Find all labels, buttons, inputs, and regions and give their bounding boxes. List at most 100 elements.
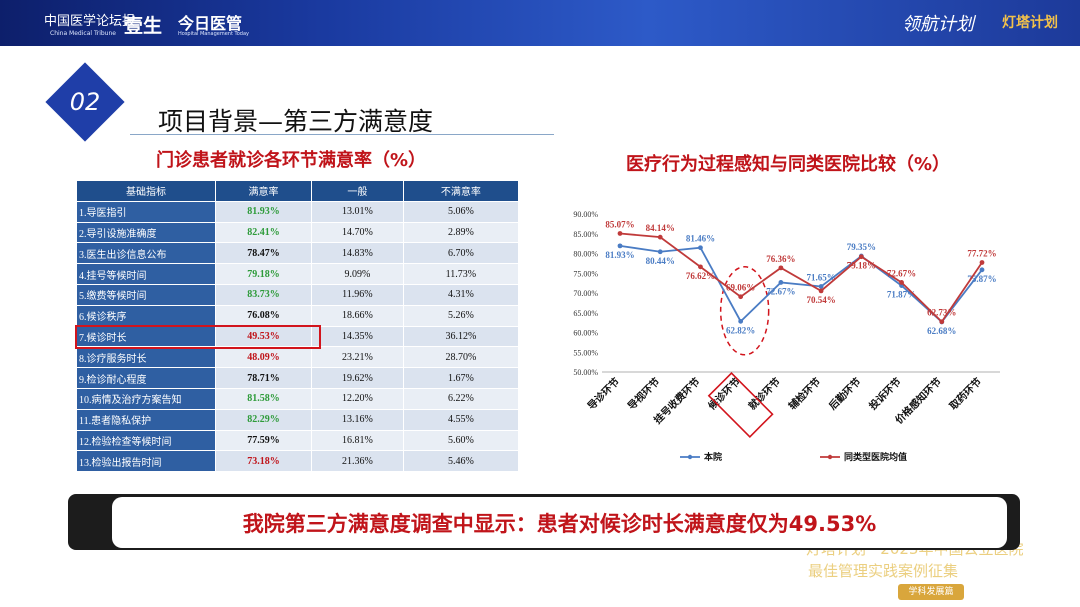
brand-hmt-en-text: Hospital Management Today — [178, 31, 249, 37]
satisfaction-value: 78.47% — [216, 243, 312, 264]
data-point — [980, 260, 985, 265]
dengta-logo: 灯塔计划 — [1002, 12, 1058, 32]
table-header-row: 基础指标 满意率 一般 不满意率 — [77, 181, 519, 202]
highlight-box-wait-time — [75, 325, 321, 349]
table-row: 5.缴费等候时间 83.73% 11.96% 4.31% — [77, 284, 519, 305]
table-row: 2.导引设施准确度 82.41% 14.70% 2.89% — [77, 222, 519, 243]
table-row: 8.诊疗服务时长 48.09% 23.21% 28.70% — [77, 347, 519, 368]
average-value: 14.83% — [312, 243, 404, 264]
dissatisfaction-value: 2.89% — [403, 222, 518, 243]
data-point — [899, 280, 904, 285]
x-tick-label: 后勤环节 — [826, 375, 863, 412]
col-header: 不满意率 — [403, 181, 518, 202]
row-name: 5.缴费等候时间 — [77, 284, 216, 305]
data-label: 62.73% — [927, 308, 956, 318]
dissatisfaction-value: 5.26% — [403, 305, 518, 326]
table-row: 12.检验检查等候时间 77.59% 16.81% 5.60% — [77, 430, 519, 451]
brand-yisheng-logo: 壹生 — [124, 11, 162, 38]
data-point — [819, 288, 824, 293]
col-header: 一般 — [312, 181, 404, 202]
data-point — [778, 265, 783, 270]
highlight-box-wait-category — [709, 373, 773, 437]
average-value: 9.09% — [312, 264, 404, 285]
dissatisfaction-value: 6.70% — [403, 243, 518, 264]
header-bar: 中国医学论坛报 China Medical Tribune 壹生 今日医管 Ho… — [0, 0, 1080, 46]
dissatisfaction-value: 5.46% — [403, 451, 518, 472]
average-value: 14.70% — [312, 222, 404, 243]
table-row: 1.导医指引 81.93% 13.01% 5.06% — [77, 201, 519, 222]
table-row: 3.医生出诊信息公布 78.47% 14.83% 6.70% — [77, 243, 519, 264]
data-point — [819, 284, 824, 289]
dissatisfaction-value: 4.31% — [403, 284, 518, 305]
data-point — [698, 264, 703, 269]
legend-label: 同类型医院均值 — [844, 451, 907, 463]
data-point — [658, 235, 663, 240]
row-name: 11.患者隐私保护 — [77, 409, 216, 430]
watermark-badge: 学科发展篇 — [898, 584, 964, 600]
average-value: 13.01% — [312, 201, 404, 222]
data-label: 71.65% — [806, 272, 835, 282]
legend-label: 本院 — [704, 451, 722, 463]
y-tick-label: 70.00% — [573, 289, 598, 298]
data-point — [980, 267, 985, 272]
y-tick-label: 65.00% — [573, 309, 598, 318]
satisfaction-value: 76.08% — [216, 305, 312, 326]
satisfaction-value: 81.58% — [216, 388, 312, 409]
lingang-logo: 领航计划 — [902, 10, 974, 36]
dissatisfaction-value: 11.73% — [403, 264, 518, 285]
col-header: 基础指标 — [77, 181, 216, 202]
data-label: 85.07% — [605, 219, 634, 229]
dissatisfaction-value: 6.22% — [403, 388, 518, 409]
table-row: 13.检验出报告时间 73.18% 21.36% 5.46% — [77, 451, 519, 472]
data-label: 70.54% — [806, 295, 835, 305]
col-header: 满意率 — [216, 181, 312, 202]
y-tick-label: 85.00% — [573, 230, 598, 239]
dissatisfaction-value: 5.06% — [403, 201, 518, 222]
x-tick-label: 导诊环节 — [585, 375, 622, 412]
data-label: 69.06% — [726, 283, 755, 293]
legend-marker — [828, 455, 832, 459]
satisfaction-value: 83.73% — [216, 284, 312, 305]
dissatisfaction-value: 28.70% — [403, 347, 518, 368]
satisfaction-value: 48.09% — [216, 347, 312, 368]
table-row: 9.检诊耐心程度 78.71% 19.62% 1.67% — [77, 368, 519, 389]
row-name: 13.检验出报告时间 — [77, 451, 216, 472]
data-label: 62.82% — [726, 325, 755, 335]
satisfaction-value: 81.93% — [216, 201, 312, 222]
data-point — [658, 249, 663, 254]
average-value: 21.36% — [312, 451, 404, 472]
row-name: 9.检诊耐心程度 — [77, 368, 216, 389]
satisfaction-value: 78.71% — [216, 368, 312, 389]
brand-en-text: China Medical Tribune — [50, 30, 116, 37]
data-label: 72.67% — [766, 286, 795, 296]
average-value: 14.35% — [312, 326, 404, 347]
row-name: 1.导医指引 — [77, 201, 216, 222]
comparison-line-chart: 50.00%55.00%60.00%65.00%70.00%75.00%80.0… — [560, 190, 1040, 470]
data-point — [738, 319, 743, 324]
average-value: 11.96% — [312, 284, 404, 305]
data-label: 81.93% — [605, 250, 634, 260]
average-value: 16.81% — [312, 430, 404, 451]
dissatisfaction-value: 1.67% — [403, 368, 518, 389]
banner-text: 我院第三方满意度调查中显示：患者对候诊时长满意度仅为49.53% — [243, 508, 876, 538]
row-name: 6.候诊秩序 — [77, 305, 216, 326]
legend-marker — [688, 455, 692, 459]
row-name: 10.病情及治疗方案告知 — [77, 388, 216, 409]
data-point — [939, 319, 944, 324]
x-tick-label: 投诉环节 — [866, 375, 903, 412]
row-name: 4.挂号等候时间 — [77, 264, 216, 285]
brand-cn-logo: 中国医学论坛报 — [44, 10, 135, 29]
dissatisfaction-value: 4.55% — [403, 409, 518, 430]
data-label: 81.46% — [686, 234, 715, 244]
average-value: 19.62% — [312, 368, 404, 389]
data-label: 71.87% — [887, 290, 916, 300]
row-name: 2.导引设施准确度 — [77, 222, 216, 243]
x-tick-label: 辅检环节 — [786, 375, 823, 412]
table-row: 4.挂号等候时间 79.18% 9.09% 11.73% — [77, 264, 519, 285]
satisfaction-value: 82.29% — [216, 409, 312, 430]
data-label: 77.72% — [967, 249, 996, 259]
data-point — [859, 254, 864, 259]
data-label: 84.14% — [646, 223, 675, 233]
data-point — [618, 243, 623, 248]
satisfaction-value: 73.18% — [216, 451, 312, 472]
